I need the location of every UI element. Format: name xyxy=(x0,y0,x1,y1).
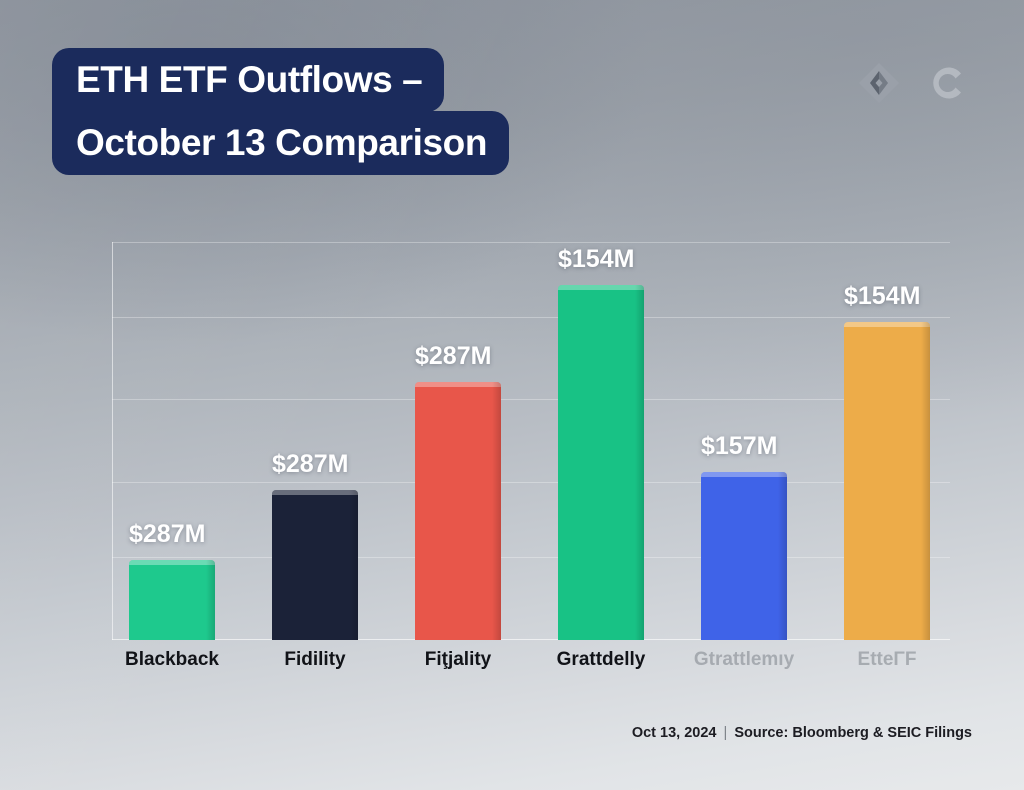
bar-column[interactable]: $154M xyxy=(844,242,930,640)
x-axis-category-label: Grattdelly xyxy=(556,649,646,670)
gridline xyxy=(112,317,950,318)
diamond-chevron-logo-icon xyxy=(858,62,900,109)
bar-value-label: $154M xyxy=(844,282,921,310)
chart-title-line-2: October 13 Comparison xyxy=(52,111,510,175)
bar[interactable]: $287M xyxy=(129,520,215,640)
bar-chart-plot-area: £20S3034034002010 $287M$287M$287M$154M$1… xyxy=(112,242,950,669)
footer-attribution: Oct 13, 2024 | Source: Bloomberg & SEIC … xyxy=(632,725,972,741)
bar[interactable]: $157M xyxy=(701,432,787,640)
x-axis-category-label: Fiţjality xyxy=(424,649,492,670)
gridline xyxy=(112,557,950,558)
chart-title-line-1: ETH ETF Outflows – xyxy=(52,48,445,112)
bar-column[interactable]: $154M xyxy=(558,242,644,640)
chart-title-badge: ETH ETF Outflows – October 13 Comparison xyxy=(52,48,510,175)
bar-column[interactable]: $287M xyxy=(415,242,501,640)
brand-logo-group xyxy=(858,62,968,109)
bar-value-label: $287M xyxy=(129,520,206,548)
x-axis-category-label: Gtrattlemıy xyxy=(693,649,795,670)
x-axis-line xyxy=(112,639,950,640)
letter-c-logo-icon xyxy=(926,62,968,109)
x-axis-category-label: EtteΓF xyxy=(857,649,917,670)
bar[interactable]: $154M xyxy=(844,282,930,640)
gridline xyxy=(112,242,950,243)
footer-date: Oct 13, 2024 xyxy=(631,725,717,741)
footer-source: Source: Bloomberg & SEIC Filings xyxy=(734,725,972,741)
bar-value-label: $287M xyxy=(415,342,492,370)
bar-value-label: $154M xyxy=(558,245,635,273)
x-axis-category-label: Blackback xyxy=(124,649,219,670)
bar-value-label: $157M xyxy=(701,432,778,460)
x-axis-category-label: Fidility xyxy=(284,649,346,670)
bar[interactable]: $287M xyxy=(415,342,501,640)
bar-value-label: $287M xyxy=(272,450,349,478)
bar-column[interactable]: $287M xyxy=(272,242,358,640)
bar[interactable]: $154M xyxy=(558,245,644,640)
gridline xyxy=(112,482,950,483)
footer-separator: | xyxy=(723,725,728,741)
bar[interactable]: $287M xyxy=(272,450,358,640)
y-axis-line xyxy=(112,242,113,640)
bar-column[interactable]: $287M xyxy=(129,242,215,640)
gridline xyxy=(112,399,950,400)
bar-column[interactable]: $157M xyxy=(701,242,787,640)
